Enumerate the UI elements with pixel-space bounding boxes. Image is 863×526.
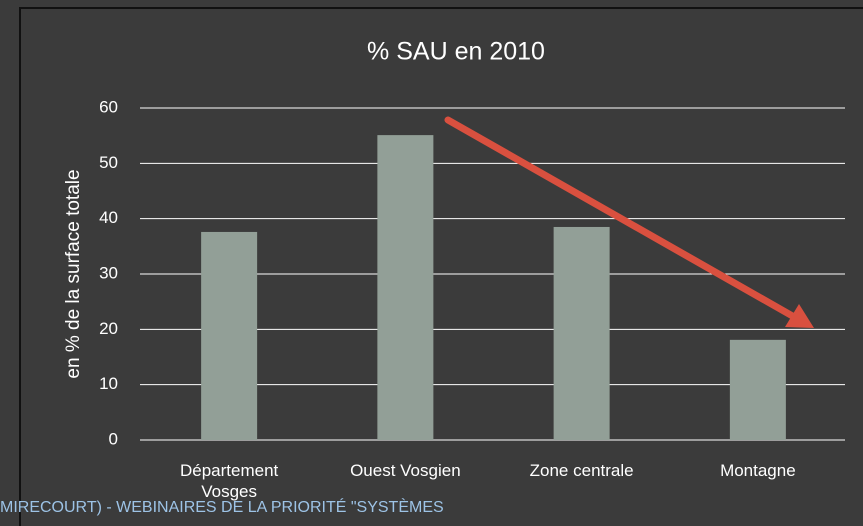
chart-title: % SAU en 2010 — [367, 38, 545, 66]
chart-frame — [19, 7, 863, 526]
y-tick-label: 20 — [99, 319, 118, 338]
bar — [201, 231, 258, 440]
bar — [377, 135, 434, 440]
trend-arrow-head — [785, 304, 814, 328]
x-tick-label: Zone centrale — [529, 461, 634, 480]
y-tick-label: 0 — [109, 429, 118, 448]
footer: MIRECOURT) - WEBINAIRES DE LA PRIORITÉ "… — [0, 499, 444, 516]
x-tick-label: Ouest Vosgien — [350, 461, 461, 480]
x-tick-label: Montagne — [720, 461, 796, 480]
y-tick-label: 10 — [99, 374, 118, 393]
y-tick-label: 30 — [99, 263, 118, 282]
y-axis-label: en % de la surface totale — [63, 169, 84, 378]
bar — [553, 226, 610, 440]
y-tick-label: 50 — [99, 153, 118, 172]
bar — [729, 339, 786, 440]
trend-arrow — [444, 116, 800, 322]
y-tick-label: 40 — [99, 208, 118, 227]
x-tick-label: Département Vosges — [179, 461, 279, 501]
y-tick-label: 60 — [99, 97, 118, 116]
